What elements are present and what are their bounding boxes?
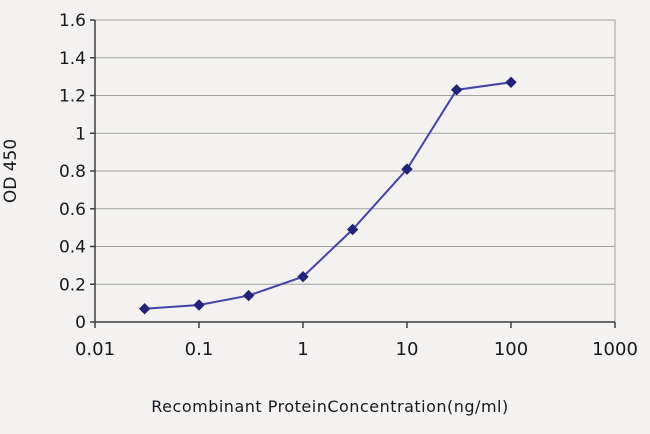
data-point-marker xyxy=(401,163,413,175)
data-point-marker xyxy=(297,270,309,283)
x-tick-label: 1 xyxy=(297,339,308,360)
y-tick-label: 0.6 xyxy=(59,200,86,220)
x-tick-label: 0.1 xyxy=(185,339,214,360)
y-tick-label: 1.6 xyxy=(59,11,86,31)
y-tick-label: 1.2 xyxy=(59,87,86,107)
data-point-marker xyxy=(242,289,255,302)
data-point-marker xyxy=(505,76,517,88)
series-line xyxy=(144,81,512,310)
y-tick-label: 1.4 xyxy=(59,49,86,69)
y-tick-label: 1 xyxy=(75,124,86,144)
x-tick-label: 0.01 xyxy=(75,339,115,360)
chart-plot-area: 0 0.2 0.4 0.6 0.8 1 1.2 1.4 1.6 0.01 0.1 1 10 100 1000 xyxy=(59,11,638,360)
y-tick-label: 0.8 xyxy=(59,162,86,182)
y-tick-label: 0 xyxy=(75,313,86,333)
data-point-marker xyxy=(346,223,359,236)
y-tick-label: 0.4 xyxy=(59,238,86,258)
x-tick-label: 100 xyxy=(494,339,528,360)
x-tick-label: 10 xyxy=(396,339,419,360)
y-axis-label: OD 450 xyxy=(1,139,21,203)
x-tick-label: 1000 xyxy=(592,339,638,360)
data-point-marker xyxy=(450,84,463,96)
data-point-marker xyxy=(193,299,205,311)
x-axis-label: Recombinant ProteinConcentration(ng/ml) xyxy=(151,397,508,416)
data-point-marker xyxy=(138,303,151,315)
y-tick-label: 0.2 xyxy=(59,275,86,295)
